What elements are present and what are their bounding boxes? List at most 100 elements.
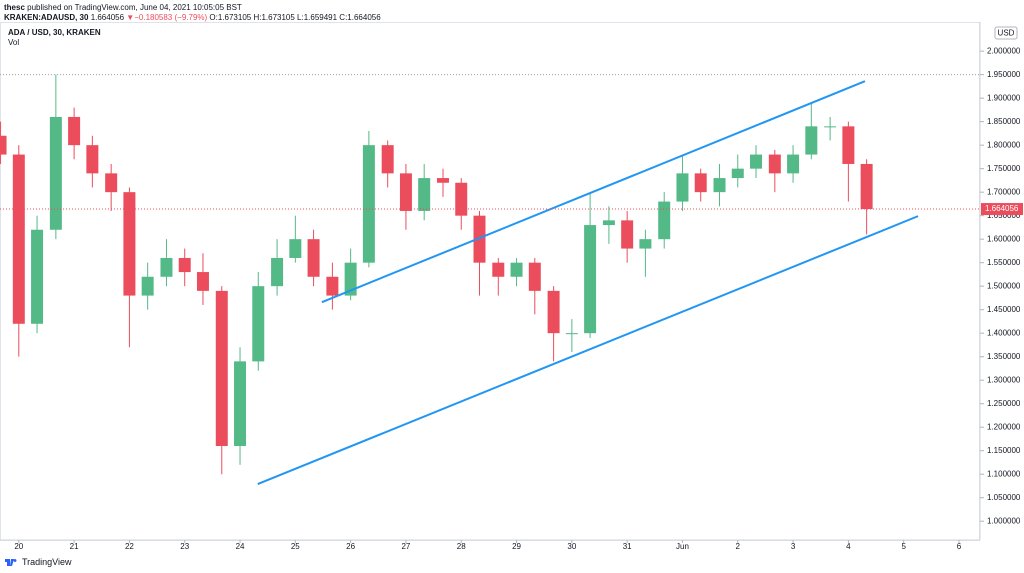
currency: USD	[998, 29, 1015, 38]
candle-body	[86, 145, 99, 174]
candle-body	[68, 116, 81, 146]
candle-body	[178, 257, 191, 273]
volume-label: Vol	[8, 38, 19, 47]
x-tick-label: 27	[401, 542, 410, 551]
candle-body	[307, 239, 320, 277]
ohlc: O:1.673105 H:1.673105 L:1.659491 C:1.664…	[209, 13, 381, 22]
y-tick-label: 1.950000	[987, 70, 1021, 79]
candle-body	[602, 220, 615, 226]
y-tick-label: 1.250000	[987, 399, 1021, 408]
x-tick-label: 24	[236, 542, 245, 551]
x-tick-label: 21	[70, 542, 79, 551]
x-tick-label: 28	[457, 542, 466, 551]
arrow: ▼	[126, 13, 135, 22]
candle-body	[0, 135, 7, 155]
candle-body	[326, 276, 339, 296]
candle-body	[381, 145, 394, 174]
candle-body	[658, 201, 671, 240]
x-tick-label: 31	[623, 542, 632, 551]
candle-body	[731, 168, 744, 179]
last-price-label: 1.664056	[985, 204, 1019, 213]
candle-body	[547, 290, 560, 334]
y-tick-label: 1.800000	[987, 140, 1021, 149]
candle-body	[694, 173, 707, 193]
candle-body	[49, 116, 62, 230]
candle-body	[860, 163, 873, 210]
candle-body	[196, 272, 209, 291]
y-tick-label: 1.200000	[987, 422, 1021, 431]
brand: TradingView	[22, 557, 72, 567]
candle-body	[31, 229, 44, 324]
x-tick-label: 23	[180, 542, 189, 551]
candle-body	[510, 262, 523, 277]
symbol-line: KRAKEN:ADAUSD, 30 1.664056 ▼−0.180583 (−…	[4, 13, 381, 22]
candle-body	[160, 257, 173, 277]
currency-box	[994, 26, 1018, 40]
y-tick-label: 1.700000	[987, 187, 1021, 196]
x-tick-label: 29	[512, 542, 521, 551]
y-tick-label: 1.450000	[987, 305, 1021, 314]
candle-body	[473, 215, 486, 263]
y-tick-label: 1.000000	[987, 516, 1021, 525]
published: published on TradingView.com, June 04, 2…	[27, 3, 242, 12]
candle-body	[271, 257, 284, 287]
candle-body	[565, 333, 578, 335]
legend: ADA / USD, 30, KRAKEN	[8, 28, 101, 37]
candle-body	[842, 126, 855, 164]
candle-body	[584, 225, 597, 334]
x-tick-label: 26	[346, 542, 355, 551]
candle-body	[234, 361, 247, 446]
candle-body	[824, 126, 837, 128]
y-tick-label: 1.350000	[987, 352, 1021, 361]
y-tick-label: 1.400000	[987, 328, 1021, 337]
candle-body	[12, 154, 25, 324]
x-tick-label: 22	[125, 542, 134, 551]
y-tick-label: 1.600000	[987, 234, 1021, 243]
y-tick-label: 1.750000	[987, 164, 1021, 173]
y-tick-label: 1.550000	[987, 258, 1021, 267]
candle-body	[621, 220, 634, 249]
candle-body	[344, 262, 357, 296]
footer: TradingView	[4, 557, 72, 567]
x-tick-label: 25	[291, 542, 300, 551]
candle-body	[492, 262, 505, 277]
x-tick-label: 2	[736, 542, 741, 551]
x-tick-label: Jun	[676, 542, 689, 551]
candle-body	[676, 173, 689, 202]
x-tick-label: 5	[901, 542, 906, 551]
candle-body	[418, 178, 431, 211]
price: 1.664056	[90, 13, 125, 22]
x-tick-label: 4	[846, 542, 851, 551]
candle-body	[123, 192, 136, 296]
y-tick-label: 1.850000	[987, 117, 1021, 126]
candle-body	[787, 154, 800, 174]
trend-line	[321, 80, 866, 304]
candle-body	[805, 126, 818, 155]
y-tick-label: 1.650000	[987, 211, 1021, 220]
y-tick-label: 1.100000	[987, 469, 1021, 478]
candle-body	[768, 154, 781, 174]
y-tick-label: 1.500000	[987, 281, 1021, 290]
x-tick-label: 3	[791, 542, 796, 551]
candle-body	[455, 182, 468, 216]
trend-line	[257, 215, 919, 485]
x-tick-label: 30	[567, 542, 576, 551]
symbol: KRAKEN:ADAUSD, 30	[4, 13, 89, 22]
candle-body	[252, 286, 265, 362]
chart: ADA / USD, 30, KRAKEN Vol USD 1.000000 1.…	[0, 22, 1023, 551]
author: thesc	[4, 3, 25, 12]
candle-body	[713, 178, 726, 193]
candle-body	[362, 145, 375, 263]
x-tick-label: 20	[14, 542, 23, 551]
candle-body	[141, 276, 154, 296]
y-tick-label: 1.050000	[987, 493, 1021, 502]
change: −0.180583 (−9.79%)	[134, 13, 208, 22]
x-tick-label: 6	[957, 542, 962, 551]
y-tick-label: 1.900000	[987, 93, 1021, 102]
candle-body	[289, 239, 302, 258]
y-tick-label: 1.300000	[987, 375, 1021, 384]
candle-body	[750, 154, 763, 169]
candle-body	[639, 239, 652, 249]
y-tick-label: 2.000000	[987, 46, 1021, 55]
